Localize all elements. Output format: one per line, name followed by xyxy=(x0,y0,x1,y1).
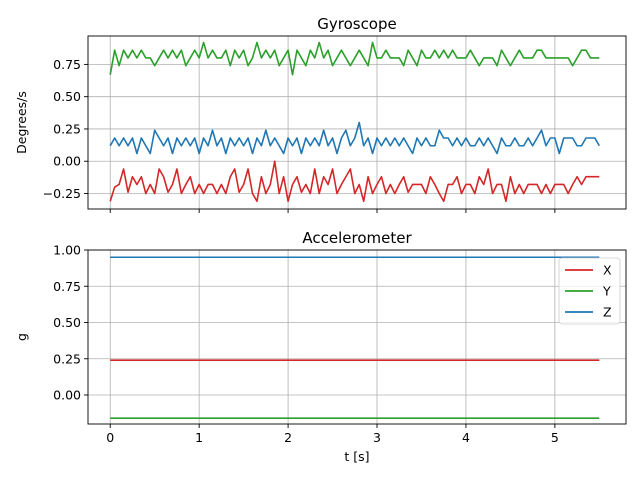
legend-label-x: X xyxy=(603,263,612,278)
y-tick-label: 1.00 xyxy=(53,243,81,258)
y-tick-label: 0.25 xyxy=(53,121,81,136)
legend: XYZ xyxy=(558,257,621,325)
chart-panel-gyroscope: −0.25 0.00 0.25 0.50 0.75 Gyroscope Degrees/s xyxy=(14,15,627,213)
y-tick-label: 0.00 xyxy=(53,154,81,169)
chart-title: Accelerometer xyxy=(302,229,412,247)
series-line-x xyxy=(109,160,600,203)
x-axis-label: t [s] xyxy=(344,449,369,464)
series-line-y xyxy=(109,41,600,76)
x-tick-label: 1 xyxy=(195,430,203,445)
axes-frame xyxy=(87,35,627,210)
y-tick-label: 0.75 xyxy=(53,57,81,72)
x-tick-label: 2 xyxy=(284,430,292,445)
x-tick-label: 3 xyxy=(373,430,381,445)
y-tick-label: 0.00 xyxy=(53,388,81,403)
y-tick-label: 0.50 xyxy=(53,315,81,330)
x-tick-label: 0 xyxy=(106,430,114,445)
y-axis-label: Degrees/s xyxy=(14,91,29,154)
y-tick-label: 0.25 xyxy=(53,351,81,366)
axes-frame xyxy=(87,249,627,425)
chart-title: Gyroscope xyxy=(317,15,397,33)
legend-label-z: Z xyxy=(603,305,612,320)
y-axis-label: g xyxy=(14,333,29,341)
y-tick-label: −0.25 xyxy=(43,186,81,201)
chart-panel-accelerometer: 0 1 2 3 4 5 0.00 0.25 0.50 0.75 1.00 Accelerometer g… xyxy=(14,229,627,464)
x-tick-label: 5 xyxy=(551,430,559,445)
x-tick-label: 4 xyxy=(462,430,470,445)
legend-label-y: Y xyxy=(602,284,611,299)
y-tick-label: 0.75 xyxy=(53,279,81,294)
series-line-z xyxy=(109,121,601,155)
y-tick-label: 0.50 xyxy=(53,89,81,104)
